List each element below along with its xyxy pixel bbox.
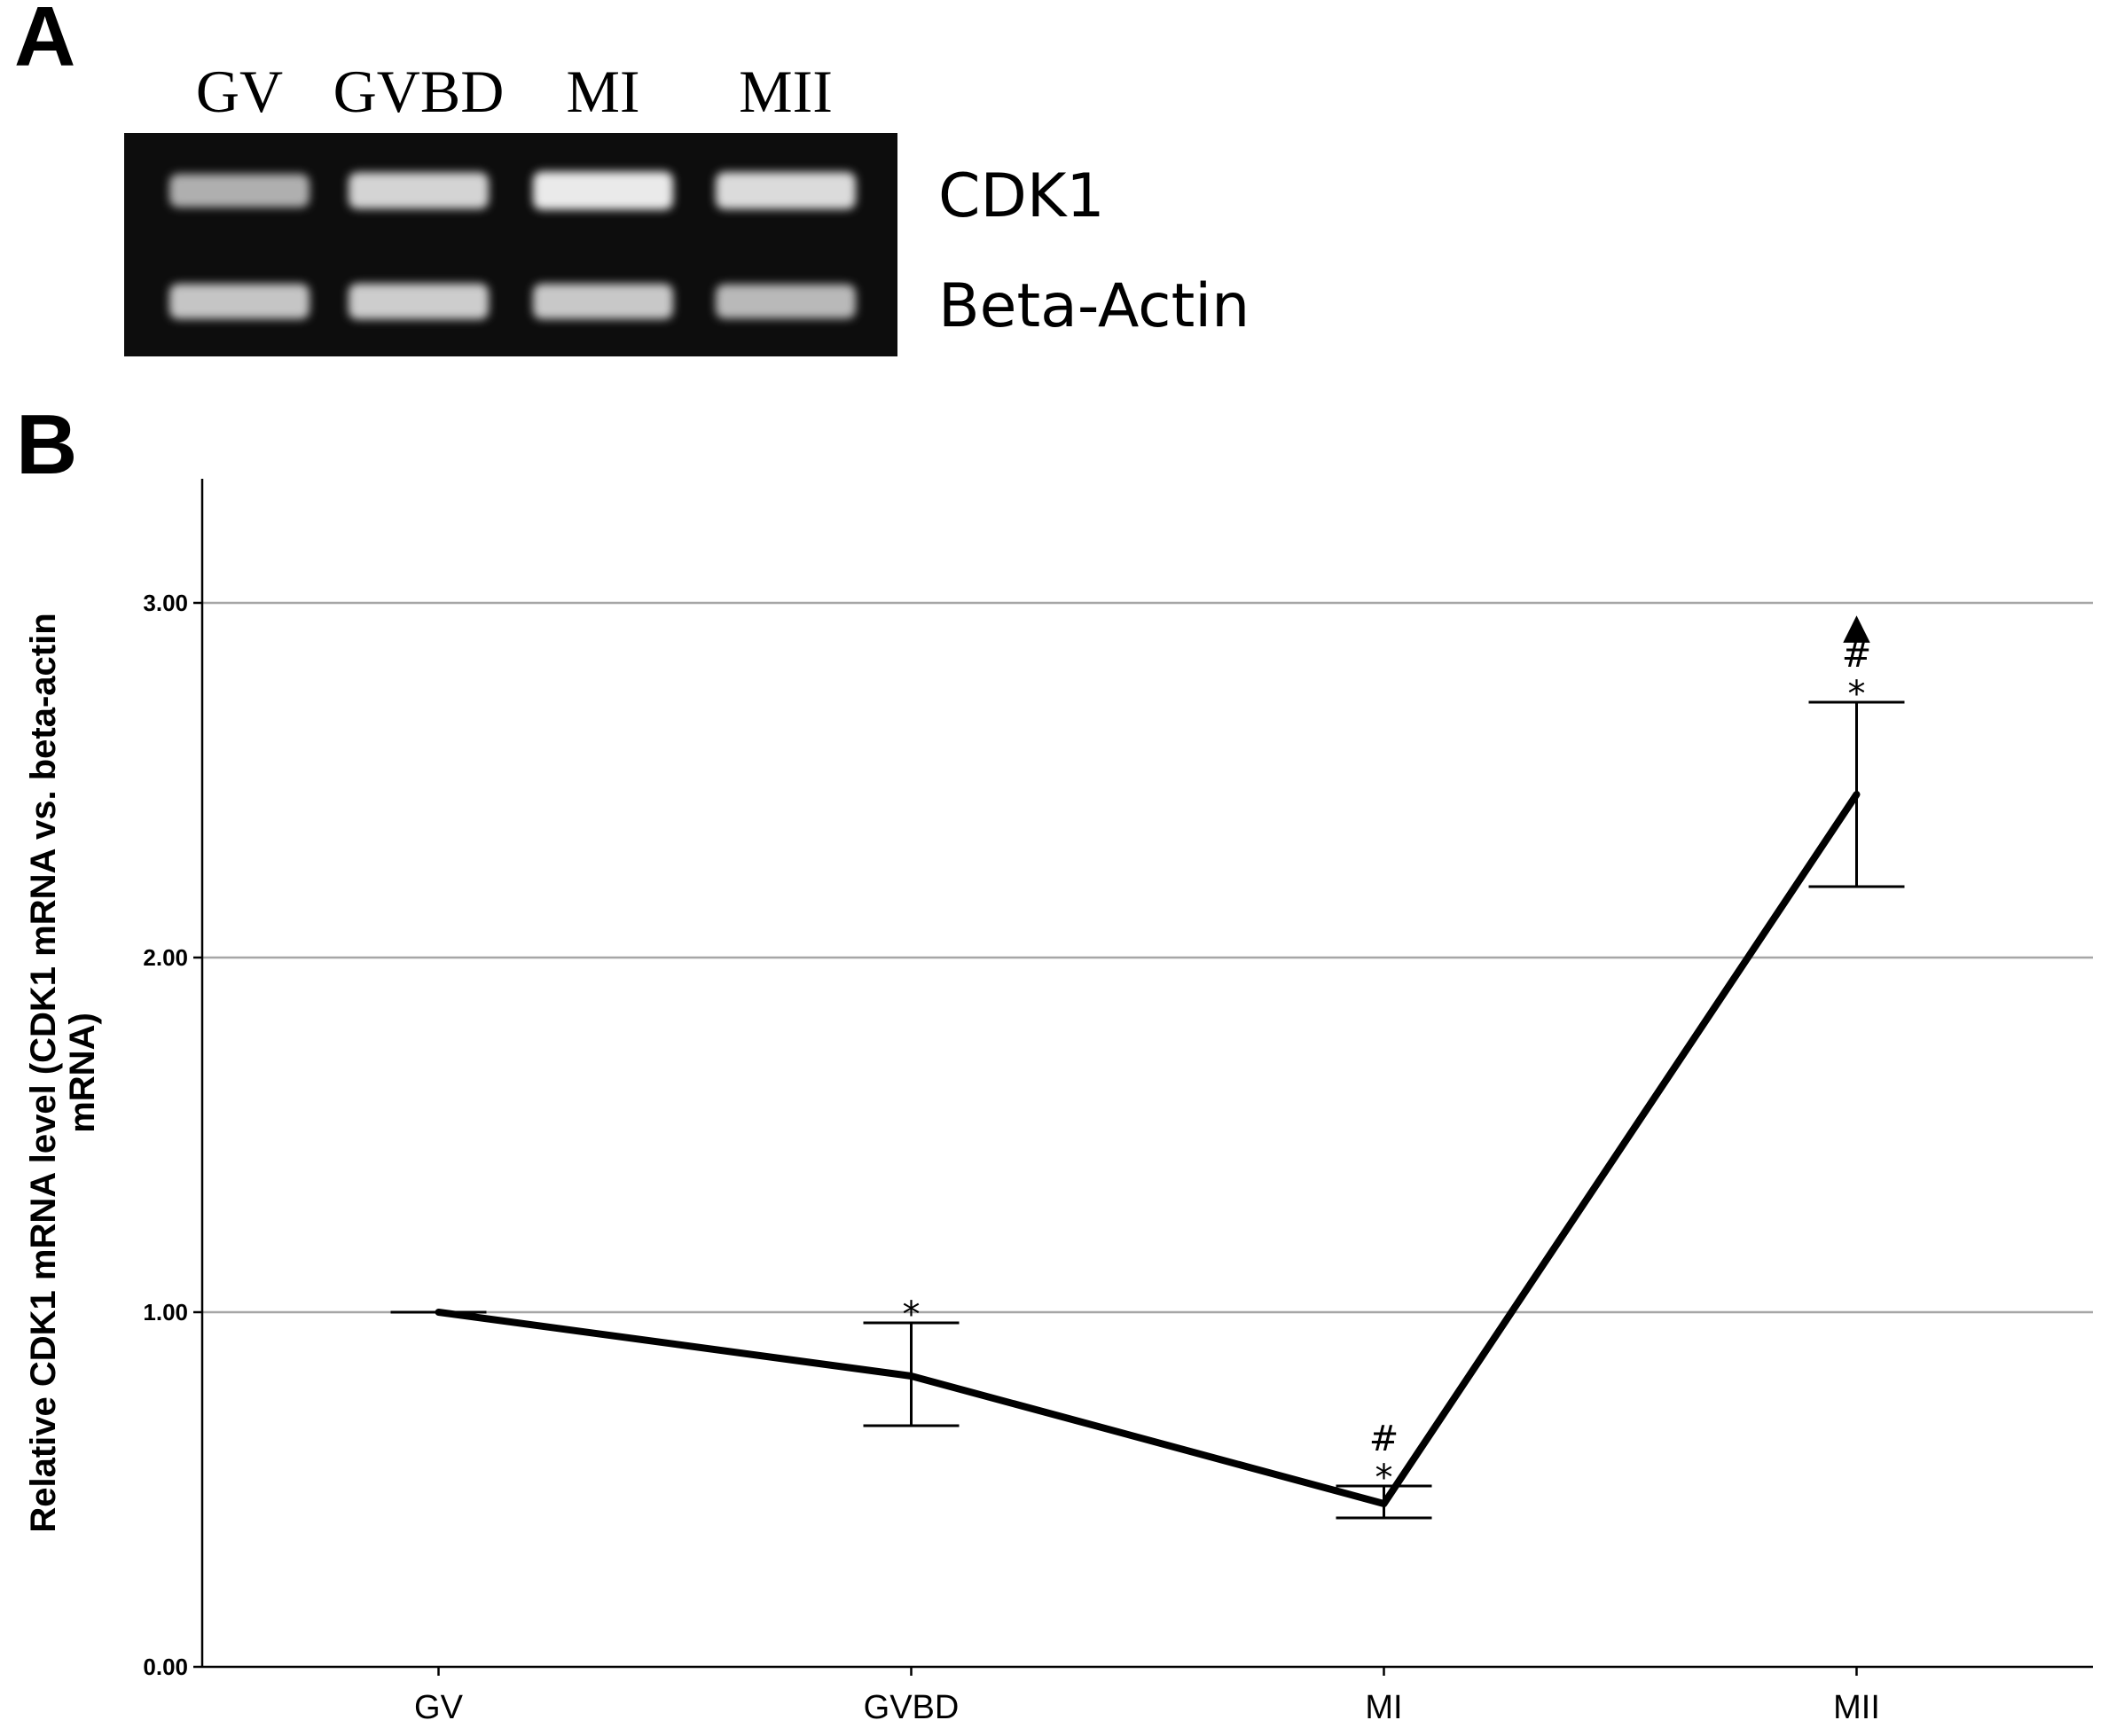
y-tick-label: 0.00 [143, 1654, 188, 1680]
x-tick-label-gvbd: GVBD [864, 1689, 960, 1726]
band-cdk1-mii [716, 172, 856, 209]
band-beta-actin-mi [533, 283, 673, 320]
lane-labels: GV GVBD MI MII [196, 58, 833, 125]
panel-a-letter: A [14, 0, 75, 84]
x-tick-label-mi: MI [1365, 1689, 1402, 1726]
lane-label-gv: GV [196, 58, 283, 125]
gel-image [124, 133, 897, 356]
significance-mark-mi: * [1375, 1458, 1393, 1498]
y-tick-label: 1.00 [143, 1299, 188, 1325]
band-cdk1-mi [533, 171, 673, 210]
significance-mark-mii: * [1848, 674, 1866, 715]
x-tick-label-mii: MII [1833, 1689, 1880, 1726]
error-bars [390, 700, 1905, 1520]
lane-label-mi: MI [566, 58, 639, 125]
lane-label-gvbd: GVBD [333, 58, 505, 125]
band-beta-actin-mii [716, 284, 856, 319]
y-ticks: 0.00 1.00 2.00 3.00 [143, 590, 202, 1680]
y-tick-label: 2.00 [143, 944, 188, 971]
significance-mark-mii: ▲ [1843, 606, 1870, 647]
y-axis-title-line-2: mRNA) [63, 1013, 102, 1133]
gridlines [202, 601, 2093, 1314]
x-ticks: GV GVBD MI MII [414, 1667, 1880, 1726]
gel-bands [169, 171, 856, 320]
gene-label-beta-actin: Beta-Actin [938, 271, 1250, 341]
significance-mark-mi: # [1369, 1419, 1399, 1459]
gene-label-cdk1: CDK1 [938, 161, 1105, 231]
x-tick-label-gv: GV [414, 1689, 464, 1726]
significance-mark-mii: # [1842, 635, 1872, 676]
y-axis-title-line-1: Relative CDK1 mRNA level (CDK1 mRNA vs. … [24, 613, 63, 1532]
significance-marks: **#*#▲ [903, 606, 1872, 1498]
panel-b-letter: B [16, 397, 77, 492]
band-cdk1-gvbd [349, 172, 489, 209]
y-tick-label: 3.00 [143, 590, 188, 616]
band-beta-actin-gv [169, 284, 310, 319]
band-beta-actin-gvbd [349, 283, 489, 320]
lane-label-mii: MII [739, 58, 833, 125]
band-cdk1-gv [169, 174, 310, 207]
significance-mark-gvbd: * [903, 1294, 921, 1335]
series-line [435, 791, 1861, 1507]
